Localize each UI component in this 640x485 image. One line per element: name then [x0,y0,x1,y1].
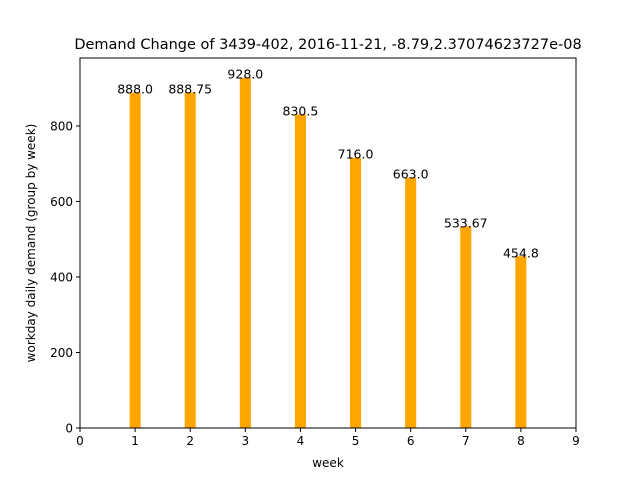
bar [405,177,417,428]
y-axis-label: workday daily demand (group by week) [24,124,38,363]
bar [129,92,141,429]
x-tick-label: 2 [186,434,194,448]
bar [460,226,472,428]
x-tick-label: 9 [572,434,580,448]
y-tick-label: 0 [65,422,73,436]
y-tick-label: 600 [50,195,73,209]
x-tick-label: 5 [352,434,360,448]
bar-labels-group: 888.0 888.75 928.0 830.5 716.0 663.0 533.67 454… [117,67,539,261]
y-tick-label: 800 [50,119,73,133]
x-tick-label: 7 [462,434,470,448]
x-tick-label: 3 [242,434,250,448]
bar-value-label: 928.0 [227,67,263,82]
x-tick-label: 4 [297,434,305,448]
chart-title: Demand Change of 3439-402, 2016-11-21, -… [74,37,581,53]
x-tick-label: 8 [517,434,525,448]
y-tick-label: 400 [50,270,73,284]
y-axis-ticks: 0 200 400 600 800 [50,119,80,436]
bar [294,114,306,428]
bar-value-label: 888.0 [117,82,153,97]
bar-value-label: 716.0 [338,147,374,162]
bar-value-label: 454.8 [503,245,539,260]
bar [239,77,251,428]
bars-group [129,77,527,429]
bar-value-label: 533.67 [444,216,488,231]
bar-value-label: 663.0 [393,167,429,182]
x-tick-label: 1 [131,434,139,448]
plot-frame [79,57,577,429]
x-tick-label: 6 [407,434,415,448]
bar-value-label: 830.5 [283,103,319,118]
bar-value-label: 888.75 [168,81,212,96]
x-tick-label: 0 [76,434,84,448]
bar [515,256,527,428]
x-axis-ticks: 0 1 2 3 4 5 6 7 8 9 [76,428,580,448]
y-tick-label: 200 [50,346,73,360]
x-axis-label: week [312,456,344,470]
bar [184,92,196,428]
bar [350,157,362,428]
